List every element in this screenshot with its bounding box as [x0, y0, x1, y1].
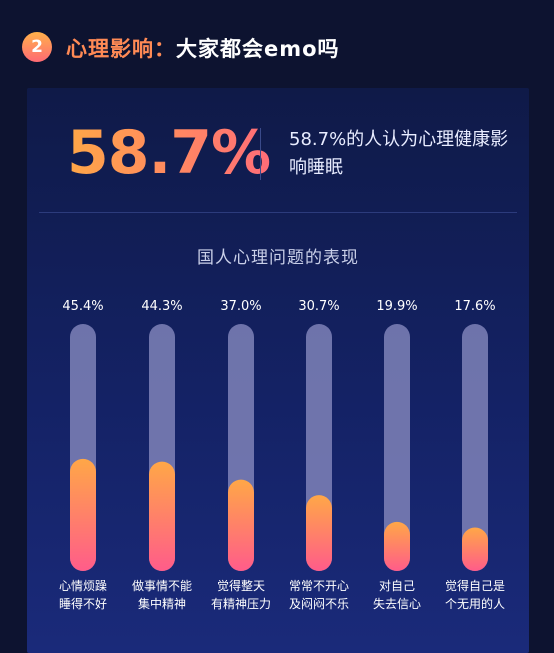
chart-panel: 58.7% 58.7%的人认为心理健康影响睡眠 国人心理问题的表现 45.4% 心…	[27, 88, 529, 653]
bar	[462, 527, 488, 571]
category-label: 集中精神	[138, 596, 186, 611]
bar-value-label: 17.6%	[454, 299, 495, 314]
section-title-accent: 心理影响：	[66, 37, 176, 61]
category-label: 觉得自己是	[445, 578, 505, 593]
bar-value-label: 44.3%	[141, 299, 182, 314]
bar	[384, 521, 410, 571]
category-label: 及闷闷不乐	[289, 596, 349, 611]
category-label: 有精神压力	[211, 597, 271, 611]
headline-percent: 58.7%	[67, 118, 271, 188]
category-label: 对自己	[379, 579, 415, 593]
bar-value-label: 19.9%	[376, 299, 417, 314]
category-label: 觉得整天	[217, 578, 265, 593]
category-label: 失去信心	[373, 596, 421, 611]
bar-value-label: 37.0%	[220, 299, 261, 314]
section-header: 2 心理影响：大家都会emo吗	[0, 0, 554, 80]
bar	[149, 461, 175, 571]
section-title-rest: 大家都会emo吗	[176, 37, 340, 61]
bar	[70, 458, 96, 571]
chart-title: 国人心理问题的表现	[197, 248, 359, 268]
bar-track	[462, 324, 488, 571]
category-label: 做事情不能	[132, 578, 192, 593]
category-label: 心情烦躁	[59, 579, 107, 593]
bar	[306, 495, 332, 571]
category-label: 睡得不好	[59, 596, 107, 611]
panel-divider	[39, 212, 517, 213]
section-title: 心理影响：大家都会emo吗	[66, 33, 340, 63]
bar-track	[384, 324, 410, 571]
category-label: 常常不开心	[289, 579, 349, 593]
bar	[228, 479, 254, 571]
bar-value-label: 30.7%	[298, 299, 339, 314]
category-label: 个无用的人	[445, 596, 505, 611]
headline-text: 58.7%的人认为心理健康影响睡眠	[289, 129, 509, 178]
section-number-badge: 2	[22, 32, 52, 62]
bar-value-label: 45.4%	[62, 299, 103, 314]
headline-divider	[260, 128, 261, 180]
